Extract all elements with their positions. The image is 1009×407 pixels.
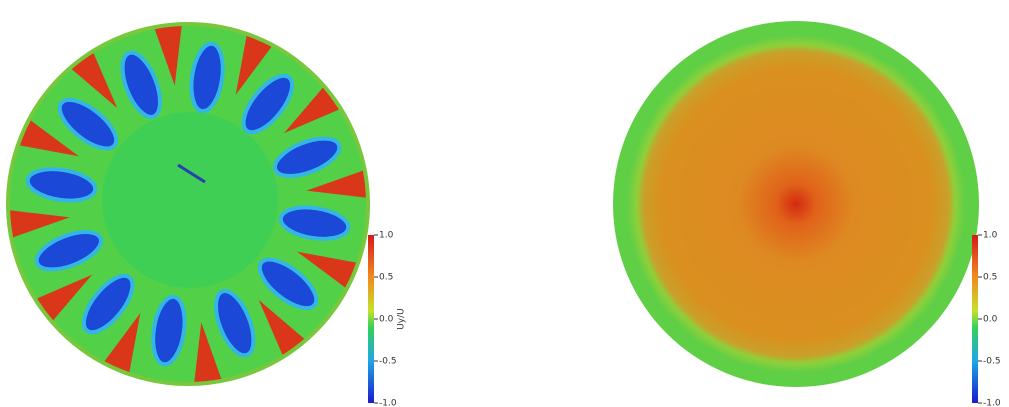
blue-region (57, 97, 119, 151)
blue-region (273, 136, 342, 178)
tick-label: 0.5 (983, 273, 997, 283)
blue-region (214, 289, 256, 358)
tick-label: 0.0 (983, 315, 998, 325)
tick-label: 0.5 (379, 273, 393, 283)
uy-contour (6, 22, 370, 386)
tick-label: 0.0 (379, 315, 394, 325)
blue-region (34, 230, 103, 272)
rim (6, 22, 370, 386)
tick-label: -0.5 (983, 357, 1001, 367)
blue-region (278, 205, 351, 241)
tick-label: 1.0 (983, 231, 998, 241)
blue-region (25, 167, 98, 203)
core-region (626, 34, 966, 374)
colorbar (972, 235, 978, 403)
ux-contour (613, 21, 979, 387)
blue-region (241, 73, 295, 135)
blue-region (81, 273, 135, 335)
colorbar-label: Uy/U (397, 308, 407, 330)
tick-label: 1.0 (379, 231, 394, 241)
flow-pattern (8, 24, 368, 384)
blue-region (151, 294, 187, 367)
blue-region (257, 257, 319, 311)
vortex (177, 163, 206, 184)
core (102, 112, 278, 288)
tick-label: -0.5 (379, 357, 397, 367)
colorbar (368, 235, 374, 403)
tick-label: -1.0 (379, 399, 397, 407)
tick-label: -1.0 (983, 399, 1001, 407)
blue-region (120, 50, 162, 119)
blue-region (189, 41, 225, 114)
